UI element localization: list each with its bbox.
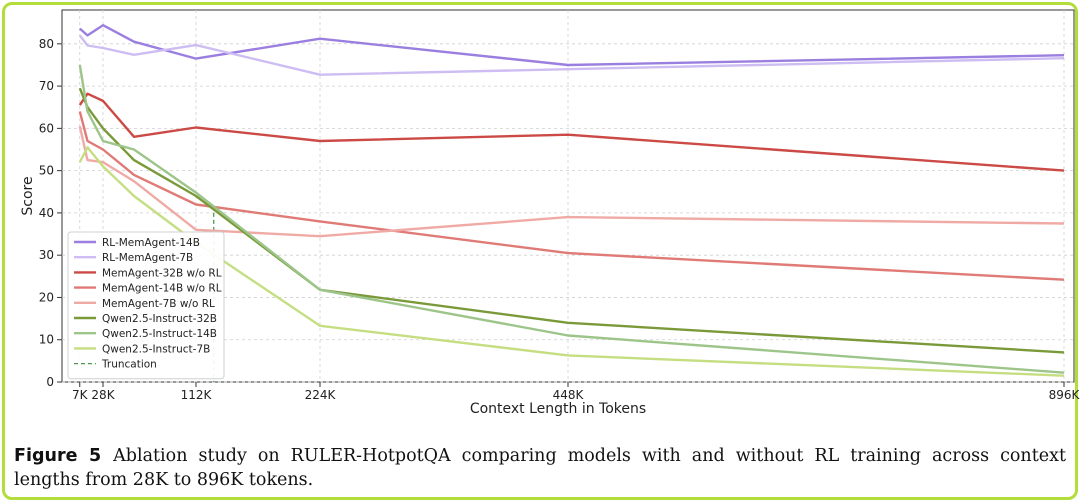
x-axis-label: Context Length in Tokens bbox=[470, 401, 646, 417]
caption-text: Ablation study on RULER-HotpotQA compari… bbox=[14, 446, 1066, 490]
line-chart: 7K 28K 112K 224K 448K 896K 01020304050607080 … bbox=[20, 9, 1080, 417]
x-tick-label: 112K bbox=[181, 388, 213, 402]
x-tick-label: 896K bbox=[1049, 388, 1080, 402]
x-tick-label: 224K bbox=[305, 388, 337, 402]
legend-entry: MemAgent-7B w/o RL bbox=[102, 298, 215, 310]
y-tick-label: 0 bbox=[46, 375, 54, 389]
legend-entry: Qwen2.5-Instruct-32B bbox=[102, 313, 217, 325]
x-tick-label: 448K bbox=[553, 388, 585, 402]
legend-entry: RL-MemAgent-14B bbox=[102, 237, 200, 249]
y-tick-label: 10 bbox=[39, 333, 54, 347]
series-line-memagent-7b-w-o-rl bbox=[78, 126, 1065, 238]
y-tick-label: 40 bbox=[39, 206, 54, 220]
y-tick-label: 50 bbox=[39, 164, 54, 178]
y-axis: 0 10 20 30 40 50 60 70 80 bbox=[39, 37, 62, 389]
series-line-memagent-32b-w-o-rl bbox=[78, 92, 1065, 172]
legend-entry: Qwen2.5-Instruct-14B bbox=[102, 328, 217, 340]
y-tick-label: 20 bbox=[39, 290, 54, 304]
y-tick-label: 70 bbox=[39, 79, 54, 93]
grid bbox=[62, 10, 1074, 383]
series-line-rl-memagent-7b bbox=[78, 34, 1065, 76]
y-tick-label: 60 bbox=[39, 121, 54, 135]
series-line-qwen2-5-instruct-7b bbox=[78, 146, 1065, 377]
y-axis-label: Score bbox=[20, 176, 36, 215]
legend-box bbox=[67, 231, 225, 380]
series-line-qwen2-5-instruct-14b bbox=[78, 64, 1065, 374]
legend-entry: MemAgent-14B w/o RL bbox=[102, 283, 222, 295]
figure-caption: Figure 5 Ablation study on RULER-HotpotQA… bbox=[14, 444, 1066, 492]
legend-entry: MemAgent-32B w/o RL bbox=[102, 267, 222, 279]
y-tick-label: 80 bbox=[39, 37, 54, 51]
figure-label: Figure 5 bbox=[14, 446, 102, 466]
x-tick-label: 28K bbox=[91, 388, 115, 402]
x-axis: 7K 28K 112K 224K 448K 896K bbox=[72, 382, 1080, 402]
legend: RL-MemAgent-14B RL-MemAgent-7B MemAgent-32… bbox=[67, 231, 225, 380]
legend-entry: RL-MemAgent-7B bbox=[102, 252, 193, 264]
series-line-memagent-14b-w-o-rl bbox=[78, 111, 1065, 281]
y-tick-label: 30 bbox=[39, 248, 54, 262]
series-layer bbox=[78, 24, 1065, 377]
legend-entry: Truncation bbox=[101, 359, 157, 371]
legend-entry: Qwen2.5-Instruct-7B bbox=[102, 343, 210, 355]
x-tick-label: 7K bbox=[72, 388, 89, 402]
series-line-qwen2-5-instruct-32b bbox=[78, 87, 1065, 354]
